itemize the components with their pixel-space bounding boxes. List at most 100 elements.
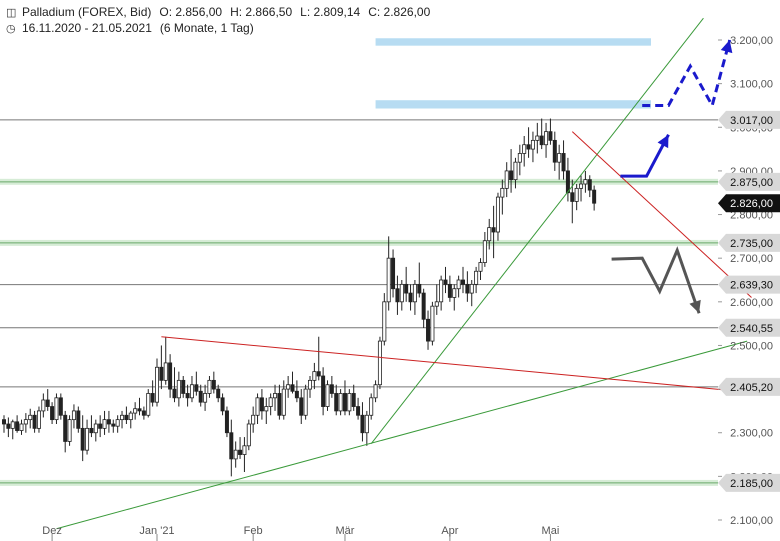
candle-body [242,445,247,455]
candle-body [421,292,426,320]
x-tick-label: Dez [42,525,62,537]
level-tag: 3.017,00 [718,110,780,129]
candle-body [356,406,361,416]
candle [238,437,243,459]
candle [334,384,339,416]
candle-body [530,139,535,150]
candle-body [67,419,72,442]
candle-body [277,393,282,416]
candle-body [76,410,81,429]
candle [587,175,592,198]
candle [391,249,396,298]
candle-body [93,423,98,434]
trendline-0 [56,340,748,530]
candle-body [386,257,391,303]
level-tag-label: 3.017,00 [730,115,773,127]
candle-body [146,393,151,416]
candle [233,441,238,468]
candle-body [115,419,120,427]
candle-body [544,131,549,146]
candle-body [28,414,33,421]
candle-body [85,427,90,451]
candle [194,371,199,396]
candle-body [233,449,238,460]
level-tag-label: 2.540,55 [730,323,773,335]
candle-body [10,421,15,429]
level-tag-box [718,194,780,213]
candle-body [517,153,522,163]
candle [347,389,352,416]
candle [76,406,81,433]
level-tag-label: 2.405,20 [730,382,773,394]
candle-body [583,179,588,185]
candle [552,131,557,171]
candle [290,371,295,394]
candle-body [203,393,208,403]
candle-body [307,379,312,390]
candle-body [561,153,566,172]
candle [548,118,553,145]
level-tag-label: 2.185,00 [730,478,773,490]
candle [255,393,260,424]
candle-body [154,366,159,403]
candle-body [391,257,396,290]
candle [561,140,566,180]
candle [168,354,173,398]
candle [150,380,155,407]
candle [386,236,391,311]
trendline-1 [370,17,704,444]
candle-body [299,397,304,416]
candle [111,419,116,433]
candle [6,417,11,438]
candle-body [181,379,186,394]
candle-body [176,379,181,399]
candle [351,384,356,411]
candle [491,205,496,259]
candle [557,144,562,180]
resistance-zone-1 [375,100,651,109]
candle-body [36,410,41,429]
candle-body [408,292,413,303]
candle [294,380,299,403]
candle-body [482,240,487,263]
candle-body [211,379,216,390]
candle-body [185,393,190,399]
candle [36,406,41,433]
candle [364,410,369,446]
trendline-2 [161,336,726,391]
candle [509,149,514,193]
candle [246,419,251,451]
candle-body [342,393,347,412]
candle-body [321,375,326,407]
candle [85,419,90,455]
candle-body [120,414,125,421]
candle-body [382,301,387,342]
candle [67,415,72,446]
candle [45,389,50,411]
candle-body [54,397,59,421]
y-tick-label: 3.200,00 [730,35,773,47]
candle-body [303,388,308,416]
candle [115,415,120,433]
ohlc-open: O: 2.856,00 [159,5,223,19]
candle-body [570,192,575,202]
x-tick-label: Apr [441,525,458,537]
candle-body [452,288,457,298]
candle-body [460,279,465,285]
candle [460,266,465,294]
candle [19,419,24,435]
candle-body [163,362,168,381]
candle [329,376,334,398]
instrument-title: Palladium (FOREX, Bid) [22,5,152,19]
candle-body [434,301,439,307]
level-tag-box [718,233,780,252]
candle [452,284,457,311]
candle [15,415,20,433]
candle-body [395,288,400,303]
chart-header-instrument: ◫ Palladium (FOREX, Bid) O: 2.856,00 H: 2.8… [6,5,430,19]
level-tag-label: 2.735,00 [730,238,773,250]
candle [316,336,321,381]
candle-body [548,131,553,141]
scenario-path-0 [620,133,670,178]
